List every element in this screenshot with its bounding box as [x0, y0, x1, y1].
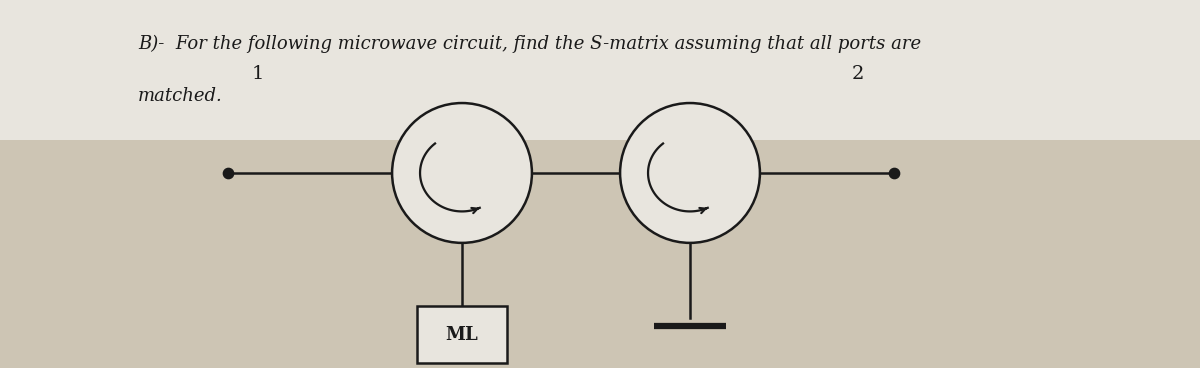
- Ellipse shape: [392, 103, 532, 243]
- Bar: [0, 0, 1200, 140]
- Ellipse shape: [620, 103, 760, 243]
- Text: B)-  For the following microwave circuit, find the S-matrix assuming that all po: B)- For the following microwave circuit,…: [138, 35, 922, 53]
- Bar: [418, 306, 508, 364]
- Text: 2: 2: [852, 65, 864, 82]
- Point: [884, 170, 904, 176]
- Text: ML: ML: [445, 326, 479, 344]
- Point: [218, 170, 238, 176]
- Text: 1: 1: [252, 65, 264, 82]
- Text: matched.: matched.: [138, 87, 223, 105]
